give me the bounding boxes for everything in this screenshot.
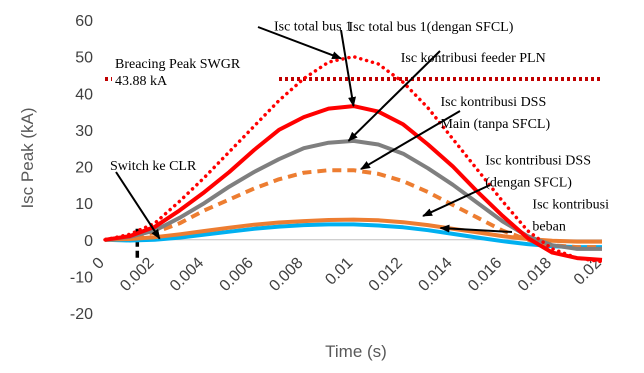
annotation-arrow [360, 110, 461, 170]
y-tick-label: 50 [75, 50, 93, 67]
x-tick-label: 0.01 [322, 254, 356, 288]
annotation-arrow [340, 29, 356, 108]
x-tick-label: 0.016 [465, 254, 505, 294]
series-line-3 [104, 168, 602, 250]
breaking-peak-label-bg [112, 72, 277, 88]
y-tick-label: 60 [75, 13, 93, 30]
y-axis-title: Isc Peak (kA) [18, 107, 37, 208]
annotation-label: Main (tanpa SFCL) [440, 117, 550, 132]
x-tick-label: 0.008 [266, 254, 306, 294]
x-axis-title: Time (s) [325, 342, 387, 361]
annotation-arrow [257, 26, 343, 60]
annotation-label: Isc total bus 1 [274, 19, 352, 34]
annotation-label: Switch ke CLR [110, 159, 197, 174]
series-line-0 [103, 54, 604, 264]
annotation-arrow [347, 50, 441, 142]
x-tick-label: 0.018 [515, 254, 555, 294]
annotation-arrow [422, 184, 491, 217]
x-tick-label: 0.014 [415, 254, 455, 294]
annotation-arrow [439, 224, 513, 233]
y-tick-label: 20 [75, 160, 93, 177]
annotation-label: Isc kontribusi DSS [440, 95, 546, 110]
y-tick-label: -20 [70, 306, 93, 323]
x-tick-label: 0.004 [167, 254, 207, 294]
y-tick-label: -10 [70, 269, 93, 286]
series-line-5 [104, 222, 602, 250]
y-tick-label: 10 [75, 196, 93, 213]
breaking-peak-label: Breacing Peak SWGR [115, 57, 241, 72]
breaking-peak-value: 43.88 kA [115, 74, 168, 89]
x-tick-label: 0.002 [117, 254, 157, 294]
annotation-label: (dengan SFCL) [485, 176, 572, 191]
annotation-label: Isc kontribusi DSS [485, 154, 591, 169]
reference-layer: Breacing Peak SWGR 43.88 kA [105, 57, 602, 262]
y-tick-label: 30 [75, 123, 93, 140]
annotation-label: beban [532, 220, 565, 235]
y-tick-label: 0 [84, 233, 93, 250]
y-tick-label: 40 [75, 86, 93, 103]
annotation-label: Isc kontribusi [532, 198, 609, 213]
x-tick-label: 0.006 [217, 254, 257, 294]
annotation-label: Isc kontribusi feeder PLN [401, 51, 546, 66]
annotation-label: Isc total bus 1(dengan SFCL) [349, 20, 514, 35]
annotation-arrow [115, 171, 161, 240]
x-tick-label: 0.012 [366, 254, 406, 294]
